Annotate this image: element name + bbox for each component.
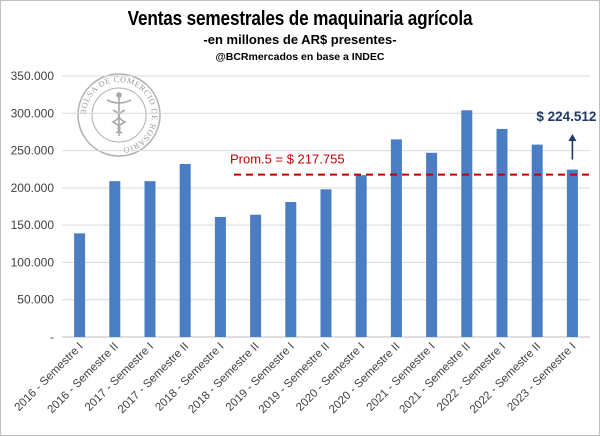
y-tick-label: 350.000 [11, 69, 55, 83]
bar [390, 139, 402, 337]
chart-subtitle: -en millones de AR$ presentes- [203, 32, 397, 47]
bar [250, 214, 262, 337]
bar [566, 169, 578, 337]
bar [74, 233, 86, 337]
bar [496, 128, 508, 337]
up-arrow-icon [568, 134, 577, 141]
bar [109, 181, 121, 337]
chart-source: @BCRmercados en base a INDEC [215, 51, 385, 63]
bar [144, 181, 156, 337]
bar [461, 110, 473, 337]
y-tick-label: 50.000 [17, 293, 54, 307]
y-tick-label: 200.000 [11, 181, 55, 195]
x-tick-label: 2023 - Semestre I [505, 341, 578, 414]
y-tick-label: - [50, 330, 54, 344]
bar [426, 152, 438, 337]
bolsa-comercio-rosario-seal: BOLSA DE COMERCIO DE ROSARIO [77, 73, 161, 157]
y-tick-label: 100.000 [11, 255, 55, 269]
bar [179, 163, 191, 337]
bar [355, 175, 367, 337]
y-tick-label: 300.000 [11, 106, 55, 120]
y-tick-label: 250.000 [11, 144, 55, 158]
last-value-label: $ 224.512 [536, 109, 596, 124]
y-tick-label: 150.000 [11, 218, 55, 232]
average-label: Prom.5 = $ 217.755 [230, 152, 345, 167]
bar [214, 216, 226, 337]
chart-title: Ventas semestrales de maquinaria agrícol… [127, 8, 473, 30]
bar [285, 202, 297, 337]
bar [531, 144, 543, 337]
bar [320, 189, 332, 337]
